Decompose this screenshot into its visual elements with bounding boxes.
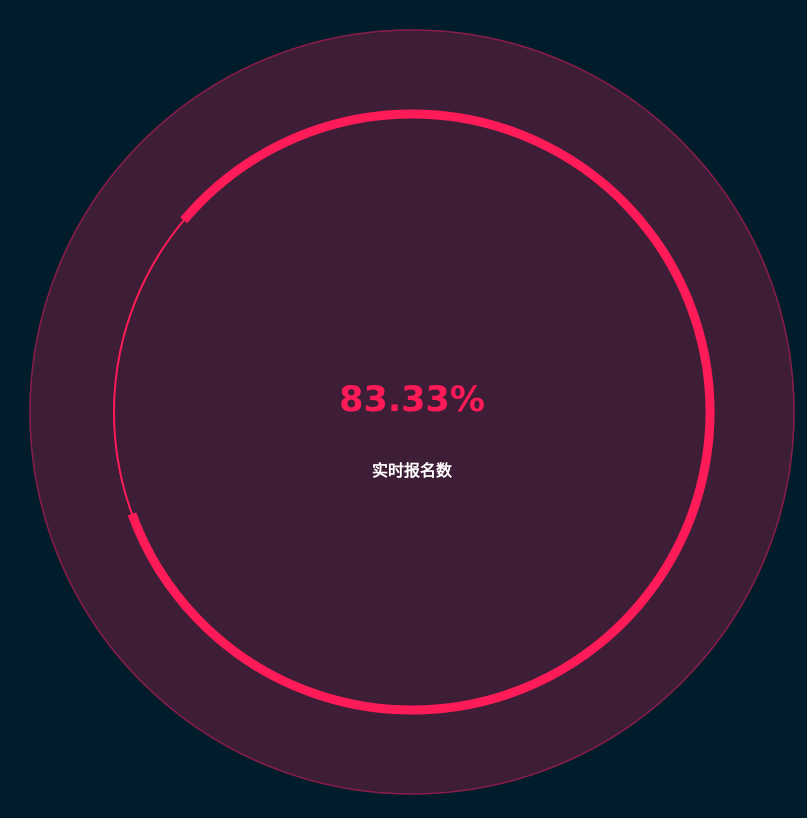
- progress-arc: [127, 109, 715, 715]
- outer-disc: [29, 29, 795, 795]
- gauge-label: 实时报名数: [371, 461, 452, 480]
- percentage-value: 83.33%: [339, 380, 485, 420]
